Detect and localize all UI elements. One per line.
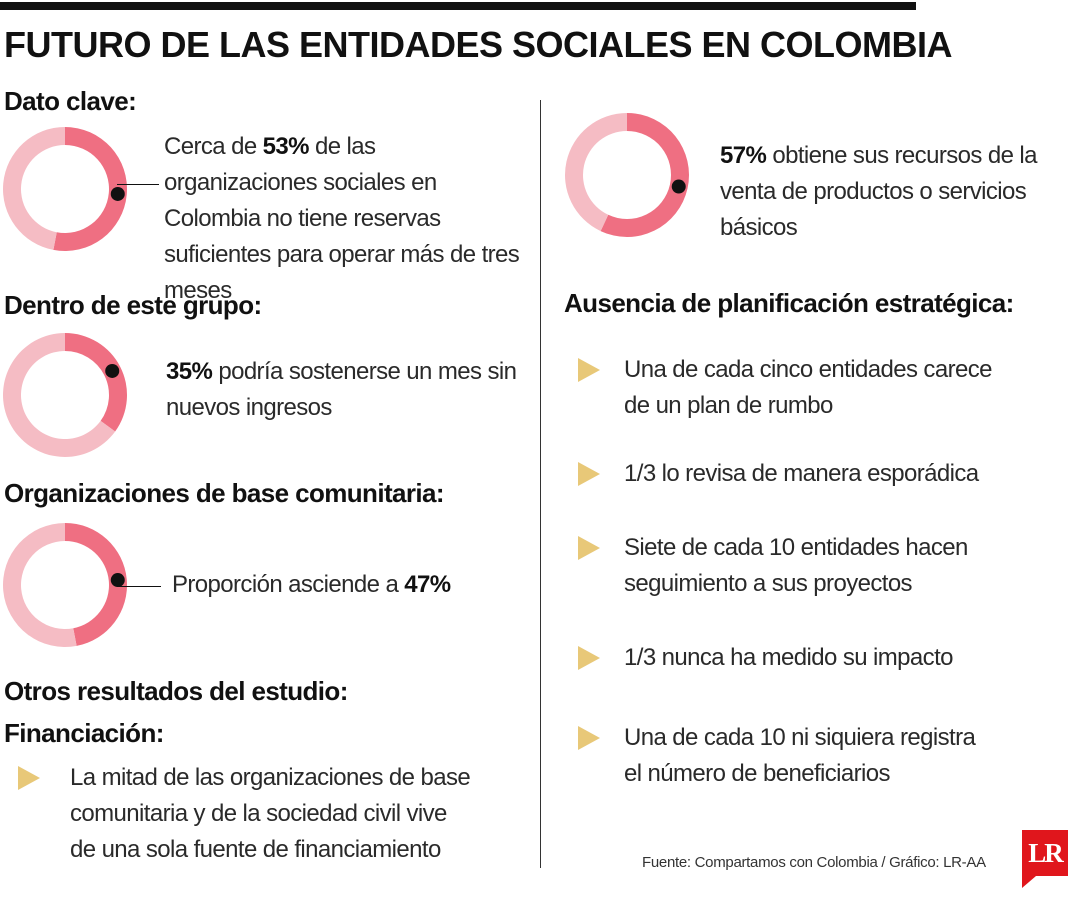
donut-slice-highlight: [600, 113, 689, 237]
heading-financiacion: Financiación:: [4, 718, 164, 748]
bullet-text: Siete de cada 10 entidades hacen seguimi…: [624, 534, 968, 597]
financiacion-item: La mitad de las organizaciones de base c…: [18, 760, 478, 868]
donut-slice-highlight: [65, 333, 127, 432]
stat-prefix: Cerca de: [164, 133, 263, 160]
leader-dot: [110, 573, 125, 588]
planificacion-item: Una de cada 10 ni siquiera registra el n…: [578, 720, 998, 792]
bullet-text: Una de cada cinco entidades carece de un…: [624, 356, 992, 419]
source-credit: Fuente: Compartamos con Colombia / Gráfi…: [642, 854, 986, 871]
stat-text-53: Cerca de 53% de las organizaciones socia…: [164, 129, 534, 309]
donut-slice-highlight: [65, 523, 127, 646]
lr-logo-box: LR: [1022, 830, 1068, 876]
leader-dot: [105, 363, 120, 378]
heading-dentro-grupo: Dentro de este grupo:: [4, 290, 262, 320]
planificacion-item: 1/3 nunca ha medido su impacto: [578, 640, 998, 676]
stat-suffix: de las organizaciones sociales en Colomb…: [164, 133, 520, 304]
bullet-text: Una de cada 10 ni siquiera registra el n…: [624, 724, 976, 787]
leader-dot: [110, 186, 125, 201]
donut-slice-rest: [2, 333, 116, 457]
top-rule: [0, 2, 916, 10]
donut-chart-53: [3, 127, 128, 251]
stat-suffix: obtiene sus recursos de la venta de prod…: [720, 142, 1037, 241]
leader-line: [117, 586, 161, 587]
donut-slice-rest: [2, 523, 77, 647]
donut-slice-highlight: [53, 127, 128, 251]
page-title: FUTURO DE LAS ENTIDADES SOCIALES EN COLO…: [4, 24, 953, 65]
triangle-bullet-icon: [578, 536, 600, 560]
lr-logo-tail: [1022, 876, 1036, 888]
triangle-bullet-icon: [578, 646, 600, 670]
stat-text-35: 35% podría sostenerse un mes sin nuevos …: [166, 354, 536, 426]
stat-value: 47%: [404, 571, 451, 598]
heading-base-comunitaria: Organizaciones de base comunitaria:: [4, 478, 445, 508]
stat-value: 53%: [262, 133, 310, 160]
heading-planificacion: Ausencia de planificación estratégica:: [564, 288, 1014, 318]
planificacion-item: Una de cada cinco entidades carece de un…: [578, 352, 998, 424]
donut-chart-47: [2, 523, 127, 647]
stat-suffix: podría sostenerse un mes sin nuevos ingr…: [166, 358, 517, 421]
stat-value: 35%: [166, 358, 213, 385]
triangle-bullet-icon: [578, 462, 600, 486]
column-divider: [540, 100, 541, 868]
lr-logo: LR: [1022, 830, 1068, 888]
stat-prefix: Proporción asciende a: [172, 571, 405, 598]
stat-text-57: 57% obtiene sus recursos de la venta de …: [720, 138, 1076, 246]
stat-text-47: Proporción asciende a 47%: [172, 567, 532, 603]
triangle-bullet-icon: [578, 726, 600, 750]
leader-dot: [671, 179, 686, 194]
triangle-bullet-icon: [18, 766, 40, 790]
donut-chart-35: [2, 333, 127, 457]
bullet-text: 1/3 lo revisa de manera esporádica: [624, 460, 979, 487]
leader-line: [117, 184, 159, 185]
donut-slice-rest: [3, 127, 65, 250]
planificacion-item: 1/3 lo revisa de manera esporádica: [578, 456, 998, 492]
planificacion-item: Siete de cada 10 entidades hacen seguimi…: [578, 530, 998, 602]
heading-dato-clave: Dato clave:: [4, 86, 137, 116]
bullet-text: 1/3 nunca ha medido su impacto: [624, 644, 953, 671]
triangle-bullet-icon: [578, 358, 600, 382]
donut-chart-57: [565, 113, 689, 237]
donut-slice-rest: [565, 113, 627, 232]
heading-otros-resultados: Otros resultados del estudio:: [4, 676, 348, 706]
stat-value: 57%: [720, 142, 767, 169]
bullet-text: La mitad de las organizaciones de base c…: [70, 764, 471, 863]
